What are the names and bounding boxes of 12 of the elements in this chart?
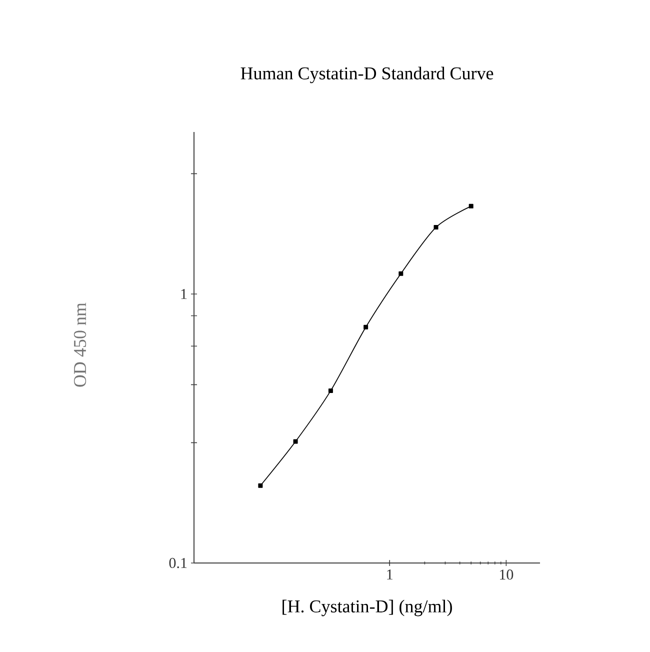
point [364,324,368,330]
point [258,483,263,488]
y-tick-label: 0.1 [169,558,187,568]
point [398,271,404,276]
y-axis-title: OD 450 nm [74,302,86,387]
point [468,204,474,208]
chart-title: Human Cystatin-D Standard Curve [240,66,494,84]
point [434,225,438,230]
x-axis-title: [H. Cystatin-D] (ng/ml) [282,600,452,616]
point [328,388,333,393]
x-tick-label: 10 [500,570,514,580]
point [293,439,298,444]
